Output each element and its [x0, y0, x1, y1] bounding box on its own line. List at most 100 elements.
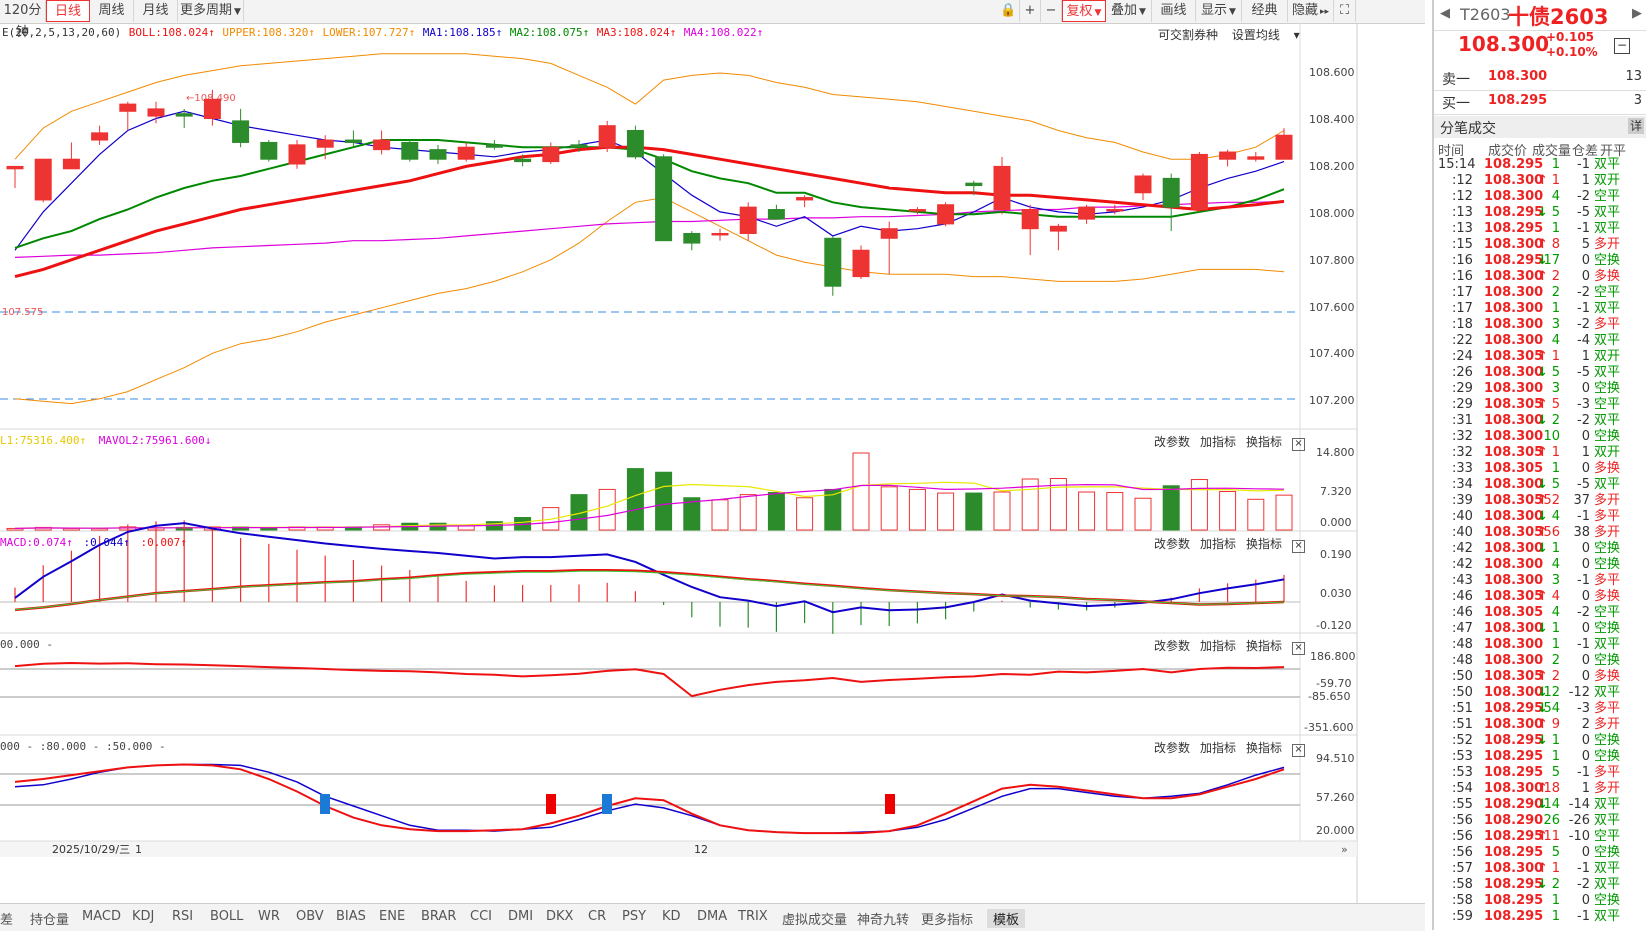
add-indicator-button[interactable]: 加指标 [1200, 537, 1237, 551]
tab-9[interactable]: ENE [379, 909, 406, 924]
candle [1021, 204, 1039, 256]
fullscreen-icon[interactable]: ⛶ [1334, 0, 1356, 22]
tab-0[interactable]: 差 [0, 913, 14, 928]
close-icon[interactable]: × [1292, 438, 1306, 451]
tab-17[interactable]: DMA [697, 909, 728, 924]
tab-8[interactable]: BIAS [336, 909, 366, 924]
swap-indicator-button[interactable]: 换指标 [1246, 741, 1283, 755]
candle [767, 204, 785, 220]
candle [655, 154, 673, 242]
close-icon[interactable]: × [1292, 744, 1306, 757]
tab-15[interactable]: PSY [622, 909, 647, 924]
change-params-button[interactable]: 改参数 [1154, 537, 1191, 551]
tab-1[interactable]: 持仓量 [30, 913, 70, 928]
trade-row: :55 108.290 ↓ 14 -14 双平 [1434, 797, 1646, 813]
detail-button[interactable]: 详 [1628, 118, 1644, 134]
chart-canvas[interactable]: 107.575 ←108.490 108.600 108.400 108.200… [0, 23, 1425, 903]
trade-cell: 2 [1551, 413, 1560, 428]
tab-13[interactable]: DKX [546, 909, 574, 924]
trade-cell: -2 [1577, 877, 1590, 892]
zoom-in-icon[interactable]: + [1020, 0, 1041, 22]
tab-120min[interactable]: 120分钟 [0, 0, 46, 40]
deliverable-bonds-button[interactable]: 可交割券种 [1158, 28, 1219, 42]
col-oi-change: 仓差 [1572, 144, 1599, 159]
line-ma1 [14, 110, 1285, 251]
legend-ma1: MA1:108.185↑ [422, 26, 503, 39]
tab-6[interactable]: WR [258, 909, 280, 924]
lock-icon[interactable]: 🔒 [998, 0, 1020, 22]
swap-indicator-button[interactable]: 换指标 [1246, 435, 1283, 449]
trade-row: :16 108.300 ↑ 2 0 多换 [1434, 269, 1646, 285]
swap-indicator-button[interactable]: 换指标 [1246, 639, 1283, 653]
tab-2[interactable]: MACD [82, 909, 121, 924]
trade-cell: -10 [1568, 829, 1590, 844]
trade-row: :54 108.300 ↑ 18 1 多开 [1434, 781, 1646, 797]
trade-cell: :16 [1452, 253, 1473, 268]
tab-10[interactable]: BRAR [421, 909, 457, 924]
legend-upper: UPPER:108.320↑ [222, 26, 316, 39]
tab-16[interactable]: KD [662, 909, 681, 924]
scroll-right-icon[interactable]: » [1341, 843, 1348, 856]
trade-cell: 108.300 [1484, 637, 1544, 652]
tab-daily[interactable]: 日线 [46, 0, 90, 22]
fuquan-button[interactable]: 复权 ▼ [1062, 0, 1106, 22]
close-icon[interactable]: × [1292, 540, 1306, 553]
trade-cell: 空平 [1594, 605, 1621, 620]
zoom-out-icon[interactable]: − [1041, 0, 1062, 22]
swap-indicator-button[interactable]: 换指标 [1246, 537, 1283, 551]
tab-14[interactable]: CR [588, 909, 607, 924]
overlay-button[interactable]: 叠加 ▼ [1106, 0, 1152, 22]
candle [147, 101, 165, 124]
tab-19[interactable]: 虚拟成交量 [782, 913, 848, 928]
ma-lines [14, 53, 1285, 405]
set-ma-button[interactable]: 设置均线 ▾ [1231, 28, 1300, 42]
volume-bar [6, 527, 24, 531]
display-button[interactable]: 显示 ▼ [1196, 0, 1242, 22]
col-open-close: 开平 [1600, 144, 1627, 159]
tab-18[interactable]: TRIX [738, 909, 768, 924]
trade-cell: 空换 [1594, 557, 1621, 572]
collapse-icon[interactable]: − [1614, 38, 1630, 54]
tab-3[interactable]: KDJ [132, 909, 155, 924]
tab-20[interactable]: 神奇九转 [857, 913, 910, 928]
trade-cell: :22 [1452, 333, 1473, 348]
close-icon[interactable]: × [1292, 642, 1306, 655]
tab-21[interactable]: 更多指标 [921, 913, 974, 928]
trade-cell: 双平 [1594, 813, 1621, 828]
change-params-button[interactable]: 改参数 [1154, 435, 1191, 449]
change-params-button[interactable]: 改参数 [1154, 639, 1191, 653]
tab-5[interactable]: BOLL [210, 909, 244, 924]
prev-arrow-icon[interactable]: ◀ [1440, 6, 1450, 21]
add-indicator-button[interactable]: 加指标 [1200, 639, 1237, 653]
trade-cell: 108.300 [1484, 717, 1544, 732]
trade-cell: 双平 [1594, 685, 1621, 700]
trade-cell: :46 [1452, 605, 1473, 620]
tab-more-periods[interactable]: 更多周期 ▼ [178, 0, 244, 22]
candle [852, 245, 870, 280]
trade-cell: :50 [1452, 685, 1473, 700]
trade-cell: :17 [1452, 301, 1473, 316]
tab-12[interactable]: DMI [508, 909, 534, 924]
tab-22[interactable]: 模板 [987, 909, 1026, 928]
trade-cell: :48 [1452, 637, 1473, 652]
tab-11[interactable]: CCI [470, 909, 492, 924]
draw-line-button[interactable]: 画线 [1152, 0, 1196, 22]
trade-cell: 3 [1551, 573, 1560, 588]
next-arrow-icon[interactable]: ▶ [1632, 6, 1642, 21]
change-params-button[interactable]: 改参数 [1154, 741, 1191, 755]
classic-button[interactable]: 经典 [1242, 0, 1288, 22]
trade-cell: 1 [1551, 221, 1560, 236]
add-indicator-button[interactable]: 加指标 [1200, 435, 1237, 449]
tab-4[interactable]: RSI [172, 909, 194, 924]
candle [34, 158, 52, 203]
main-legend: E(20,2,5,13,20,60) BOLL:108.024↑ UPPER:1… [2, 26, 763, 39]
ticks-section-header: 分笔成交 详 [1434, 116, 1646, 138]
tab-monthly[interactable]: 月线 [134, 0, 178, 22]
indicator-tabs: 差 持仓量 MACD KDJ RSI BOLL WR OBV BIAS ENE BRAR CCI DMI… [0, 903, 1425, 931]
tab-7[interactable]: OBV [296, 909, 324, 924]
tab-weekly[interactable]: 周线 [90, 0, 134, 22]
hide-button[interactable]: 隐藏 ▸▸ [1288, 0, 1334, 22]
trade-cell: ↑ [1537, 669, 1548, 684]
trade-cell: :56 [1452, 845, 1473, 860]
add-indicator-button[interactable]: 加指标 [1200, 741, 1237, 755]
